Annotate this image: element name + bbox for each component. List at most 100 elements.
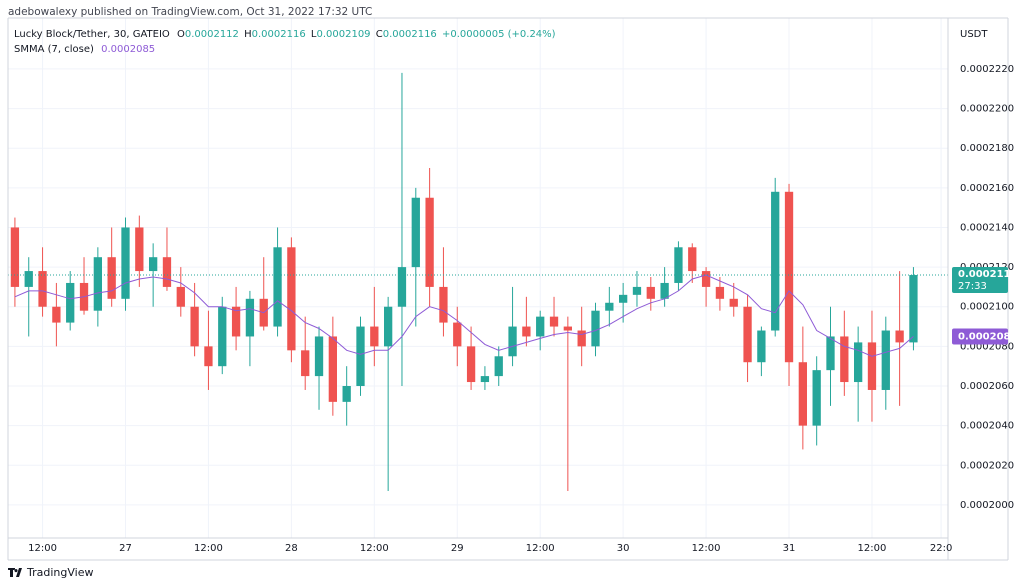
candle-body <box>771 191 780 331</box>
indicator-value: 0.0002085 <box>101 44 155 55</box>
candle-body <box>577 330 586 347</box>
candle-body <box>356 326 365 387</box>
x-tick-label: 12:00 <box>360 543 389 554</box>
candle-body <box>881 330 890 390</box>
candle-body <box>854 342 863 383</box>
candle-body <box>494 356 503 377</box>
y-tick-label: 0.0002180 <box>960 143 1014 154</box>
candle-body <box>231 306 241 337</box>
candle-body <box>342 386 351 402</box>
x-tick-label: 12:00 <box>526 543 555 554</box>
x-tick-label: 27 <box>119 543 132 554</box>
candle-body <box>909 275 918 343</box>
candle-body <box>715 286 725 299</box>
last-price-label: 0.0002116 <box>958 269 1018 280</box>
y-tick-label: 0.0002040 <box>960 421 1014 432</box>
indicator-price-box <box>952 328 1008 345</box>
candle-body <box>176 286 185 307</box>
candle-body <box>605 302 614 311</box>
candle-body <box>522 326 531 337</box>
last-price-box <box>952 267 1008 294</box>
smma-line <box>14 274 914 357</box>
footer-text: TradingView <box>26 566 93 579</box>
candle-body <box>812 370 821 426</box>
indicator-line: SMMA (7, close) 0.0002085 <box>14 44 155 55</box>
x-tick-label: 28 <box>285 543 298 554</box>
candle-body <box>24 271 33 287</box>
candle-body <box>826 336 835 371</box>
candle-body <box>729 298 738 307</box>
y-tick-label: 0.0002080 <box>960 341 1014 352</box>
candle-body <box>149 257 158 272</box>
y-tick-label: 0.0002140 <box>960 222 1014 233</box>
candle-body <box>743 306 752 363</box>
candle-body <box>66 282 75 323</box>
x-tick-label: 31 <box>783 543 796 554</box>
candle-body <box>162 257 172 287</box>
candle-body <box>425 197 434 287</box>
candle-body <box>93 257 102 311</box>
candle-body <box>397 267 407 307</box>
y-tick-label: 0.0002060 <box>960 381 1014 392</box>
candle-body <box>867 342 877 390</box>
y-tick-label: 0.0002160 <box>960 183 1014 194</box>
y-tick-label: 0.0002020 <box>960 460 1014 471</box>
published-line: adebowalexy published on TradingView.com… <box>8 6 372 18</box>
x-tick-label: 12:00 <box>28 543 57 554</box>
x-tick-label: 29 <box>451 543 464 554</box>
candle-body <box>646 286 655 299</box>
candle-body <box>314 336 324 377</box>
candle-body <box>674 247 683 283</box>
x-tick-label: 12:00 <box>692 543 721 554</box>
candle-body <box>135 227 144 272</box>
change: +0.0000005 (+0.24%) <box>442 29 556 40</box>
x-tick-label: 22:0 <box>930 543 952 554</box>
candle-body <box>757 330 766 363</box>
plot-area <box>8 18 948 538</box>
candle-body <box>840 336 849 383</box>
candle-body <box>660 282 669 299</box>
candle-body <box>190 306 199 347</box>
candle-body <box>411 197 420 268</box>
candle-body <box>549 316 559 327</box>
candle-body <box>204 346 213 367</box>
candle-body <box>591 310 600 347</box>
candle-body <box>688 247 697 272</box>
candle-body <box>107 257 116 299</box>
ohlc-label: H <box>244 29 252 40</box>
legend-line: Lucky Block/Tether, 30, GATEIO O0.000211… <box>14 29 556 40</box>
candle-body <box>619 294 628 303</box>
candle-body <box>701 271 711 287</box>
candle-body <box>52 306 61 323</box>
candle-body <box>453 322 462 347</box>
footer-logo: TradingView <box>8 566 93 579</box>
ohlc-value: 0.0002116 <box>252 29 306 40</box>
indicator-name: SMMA (7, close) <box>14 44 94 55</box>
candle-body <box>536 316 545 337</box>
ohlc-label: O <box>177 29 185 40</box>
ohlc-label: L <box>311 29 317 40</box>
y-tick-label: 0.0002220 <box>960 64 1014 75</box>
x-tick-label: 30 <box>617 543 630 554</box>
candle-body <box>895 330 904 343</box>
candle-body <box>563 326 572 331</box>
logo-icon <box>8 568 22 577</box>
candle-body <box>466 346 476 383</box>
ohlc-value: 0.0002112 <box>185 29 239 40</box>
symbol: Lucky Block/Tether, 30, GATEIO <box>14 29 170 40</box>
candle-body <box>508 326 517 357</box>
candle-body <box>784 191 794 363</box>
candle-body <box>370 326 379 347</box>
candle-body <box>798 362 807 426</box>
candle-body <box>301 350 310 377</box>
candle-body <box>218 306 227 367</box>
ohlc-value: 0.0002109 <box>316 29 370 40</box>
candle-body <box>245 298 255 337</box>
y-tick-label: 0.0002100 <box>960 302 1014 313</box>
candle-body <box>328 336 337 402</box>
candle-body <box>273 247 282 327</box>
ohlc-label: C <box>376 29 383 40</box>
y-tick-label: 0.0002000 <box>960 500 1014 511</box>
